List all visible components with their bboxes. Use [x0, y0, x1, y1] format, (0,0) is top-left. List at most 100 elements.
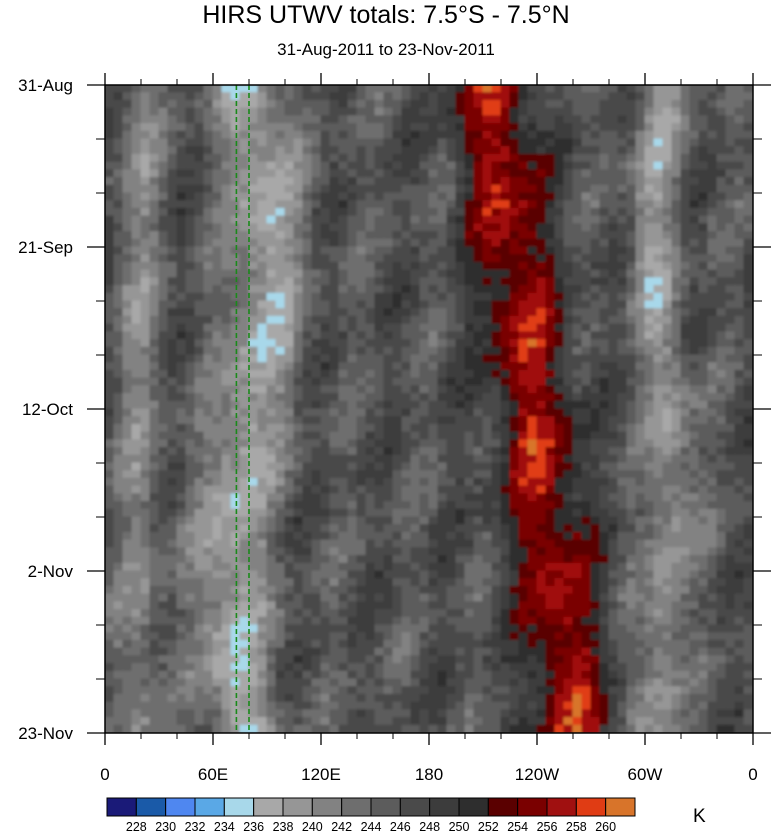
field-cell — [671, 331, 682, 341]
field-cell — [266, 601, 277, 611]
field-cell — [482, 369, 493, 379]
field-cell — [194, 431, 205, 441]
field-cell — [221, 238, 232, 248]
field-cell — [266, 539, 277, 549]
field-cell — [302, 431, 313, 441]
field-cell — [329, 115, 340, 125]
field-cell — [131, 177, 142, 186]
field-cell — [158, 393, 169, 402]
field-cell — [365, 315, 376, 325]
field-cell — [491, 115, 502, 125]
field-cell — [122, 354, 133, 364]
field-cell — [680, 323, 691, 333]
field-cell — [464, 501, 475, 510]
field-cell — [410, 485, 421, 495]
field-cell — [581, 416, 592, 425]
field-cell — [563, 485, 574, 495]
field-cell — [491, 346, 502, 356]
field-cell — [149, 339, 160, 348]
field-cell — [545, 169, 556, 179]
field-cell — [680, 578, 691, 587]
field-cell — [140, 130, 151, 140]
field-cell — [356, 578, 367, 587]
field-cell — [563, 423, 574, 433]
field-cell — [383, 385, 394, 395]
field-cell — [212, 238, 223, 248]
field-cell — [347, 99, 358, 109]
field-cell — [185, 246, 196, 256]
field-cell — [347, 531, 358, 541]
field-cell — [428, 416, 439, 425]
field-cell — [662, 261, 673, 271]
field-cell — [212, 377, 223, 387]
field-cell — [374, 115, 385, 125]
field-cell — [662, 570, 673, 580]
field-cell — [572, 85, 583, 94]
field-cell — [383, 369, 394, 379]
field-cell — [293, 223, 304, 233]
field-cell — [536, 423, 547, 433]
field-cell — [113, 501, 124, 510]
field-cell — [239, 177, 250, 186]
field-cell — [626, 501, 637, 510]
field-cell — [122, 315, 133, 325]
field-cell — [743, 447, 753, 456]
field-cell — [113, 300, 124, 310]
field-cell — [419, 146, 430, 155]
field-cell — [509, 153, 520, 163]
field-cell — [293, 292, 304, 302]
field-cell — [464, 493, 475, 503]
field-cell — [671, 508, 682, 518]
field-cell — [518, 331, 529, 341]
field-cell — [626, 539, 637, 549]
field-cell — [374, 493, 385, 503]
field-cell — [554, 192, 565, 202]
field-cell — [527, 231, 538, 240]
field-cell — [563, 231, 574, 240]
field-cell — [140, 393, 151, 402]
field-cell — [608, 277, 619, 287]
field-cell — [689, 539, 700, 549]
field-cell — [275, 192, 286, 202]
field-cell — [473, 493, 484, 503]
field-cell — [185, 362, 196, 371]
field-cell — [248, 138, 259, 148]
field-cell — [599, 85, 610, 94]
field-cell — [671, 261, 682, 271]
field-cell — [149, 439, 160, 449]
field-cell — [293, 593, 304, 603]
field-cell — [176, 524, 187, 533]
field-cell — [257, 578, 268, 587]
field-cell — [725, 578, 736, 587]
field-cell — [302, 555, 313, 564]
field-cell — [105, 115, 115, 125]
field-cell — [473, 524, 484, 533]
field-cell — [572, 277, 583, 287]
field-cell — [500, 501, 511, 510]
field-cell — [545, 562, 556, 572]
field-cell — [563, 570, 574, 580]
field-cell — [509, 92, 520, 101]
field-cell — [212, 107, 223, 117]
field-cell — [356, 501, 367, 510]
field-cell — [581, 107, 592, 117]
field-cell — [401, 562, 412, 572]
field-cell — [311, 454, 322, 464]
field-cell — [365, 578, 376, 587]
field-cell — [356, 138, 367, 148]
field-cell — [239, 169, 250, 179]
field-cell — [293, 130, 304, 140]
field-cell — [410, 477, 421, 487]
field-cell — [626, 261, 637, 271]
field-cell — [257, 447, 268, 456]
field-cell — [698, 485, 709, 495]
field-cell — [617, 192, 628, 202]
field-cell — [338, 400, 349, 410]
field-cell — [158, 169, 169, 179]
field-cell — [410, 339, 421, 348]
field-cell — [653, 285, 664, 294]
field-cell — [608, 115, 619, 125]
field-cell — [257, 85, 268, 94]
field-cell — [230, 130, 241, 140]
field-cell — [572, 362, 583, 371]
